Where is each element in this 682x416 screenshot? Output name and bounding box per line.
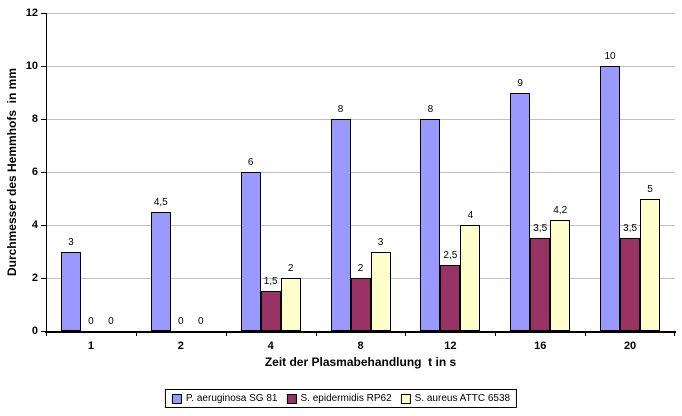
x-tick-label: 12 — [444, 340, 457, 352]
bar-value-label: 0 — [178, 316, 184, 327]
bar-value-label: 1,5 — [263, 276, 278, 288]
bar-value-label: 8 — [337, 104, 344, 115]
y-tick-label: 4 — [31, 219, 38, 231]
legend-entry: P. aeruginosa SG 81 — [171, 393, 278, 404]
gridline — [46, 172, 675, 173]
legend: P. aeruginosa SG 81 S. epidermidis RP62 S.… — [164, 389, 518, 408]
legend-label: S. aureus ATTC 6538 — [414, 393, 511, 404]
x-tick-label: 8 — [357, 340, 364, 352]
bar-value-label: 3,5 — [623, 223, 638, 235]
bar-value-label: 10 — [604, 51, 616, 62]
bar-value-label: 2 — [357, 263, 364, 274]
y-tick-label: 10 — [25, 60, 38, 72]
bar-value-label: 6 — [247, 157, 254, 168]
bar-value-label: 4,2 — [553, 204, 568, 216]
x-tick-mark — [495, 331, 497, 336]
y-tick-label: 8 — [31, 113, 38, 125]
bar-value-label: 4,5 — [153, 196, 168, 208]
plot-area: 0 2 4 6 8 10 12 1 2 4 8 12 16 20 3 4,5 6 8 8 9 10 0 0 1,5 2 2,5 3,… — [26, 7, 676, 352]
x-tick-mark — [135, 331, 137, 336]
bar-value-label: 8 — [427, 104, 434, 115]
bar-value-label: 4 — [467, 210, 474, 221]
bar-value-label: 2,5 — [443, 249, 458, 261]
y-tick-mark — [41, 119, 46, 120]
gridline — [46, 119, 675, 120]
bar-series-2 — [530, 238, 551, 331]
legend-color-swatch — [286, 393, 297, 404]
gridline — [46, 225, 675, 226]
bar-series-1 — [420, 119, 441, 331]
bar-value-label: 5 — [647, 183, 653, 195]
bar-series-2 — [260, 291, 281, 331]
y-tick-label: 6 — [31, 166, 38, 178]
y-tick-mark — [41, 278, 46, 279]
bar-series-3 — [370, 251, 391, 331]
y-axis-line — [46, 13, 47, 333]
bar-series-1 — [330, 119, 351, 331]
bar-value-label: 0 — [108, 316, 114, 327]
y-tick-mark — [41, 331, 46, 332]
y-tick-mark — [41, 66, 46, 67]
bar-value-label: 3,5 — [533, 223, 548, 235]
bar-series-2 — [620, 238, 641, 331]
x-tick-mark — [405, 331, 407, 336]
x-tick-mark — [225, 331, 227, 336]
x-tick-label: 20 — [623, 340, 637, 352]
x-tick-label: 2 — [177, 340, 184, 352]
bar-value-label: 0 — [198, 316, 204, 327]
bar-series-3 — [550, 219, 571, 331]
legend-color-swatch — [400, 393, 411, 404]
bar-series-1 — [60, 251, 81, 331]
y-tick-mark — [41, 225, 46, 226]
bar-series-3 — [640, 198, 661, 331]
bar-series-1 — [600, 66, 621, 331]
gridline — [46, 13, 675, 14]
legend-label: P. aeruginosa SG 81 — [185, 393, 278, 404]
bar-series-2 — [350, 278, 371, 331]
legend-label: S. epidermidis RP62 — [300, 393, 392, 404]
x-tick-mark — [315, 331, 317, 336]
y-tick-label: 2 — [31, 272, 38, 284]
bar-series-2 — [440, 264, 461, 331]
bar-value-label: 9 — [517, 77, 523, 89]
bar-value-label: 0 — [88, 316, 94, 327]
x-tick-label: 4 — [267, 340, 274, 352]
y-tick-label: 0 — [31, 325, 38, 337]
bar-series-3 — [280, 278, 301, 331]
gridline — [46, 66, 675, 67]
x-axis-title: Zeit der Plasmabehandlung t in s — [264, 355, 457, 369]
bar-series-1 — [150, 211, 171, 331]
bar-value-label: 3 — [68, 236, 74, 248]
x-tick-mark — [674, 331, 675, 336]
bar-series-3 — [460, 225, 481, 331]
y-tick-mark — [41, 172, 46, 173]
x-axis-line — [45, 331, 676, 333]
bar-series-1 — [510, 92, 531, 331]
bar-series-1 — [240, 172, 261, 331]
x-tick-label: 16 — [534, 340, 547, 352]
legend-entry: S. aureus ATTC 6538 — [400, 393, 511, 404]
bar-value-label: 3 — [377, 236, 384, 248]
y-tick-mark — [41, 13, 46, 14]
x-tick-label: 1 — [87, 340, 94, 352]
y-tick-label: 12 — [25, 7, 38, 19]
legend-color-swatch — [171, 393, 182, 404]
legend-entry: S. epidermidis RP62 — [286, 393, 392, 404]
x-tick-mark — [585, 331, 587, 336]
bar-value-label: 2 — [287, 263, 294, 274]
x-tick-mark — [46, 331, 47, 336]
